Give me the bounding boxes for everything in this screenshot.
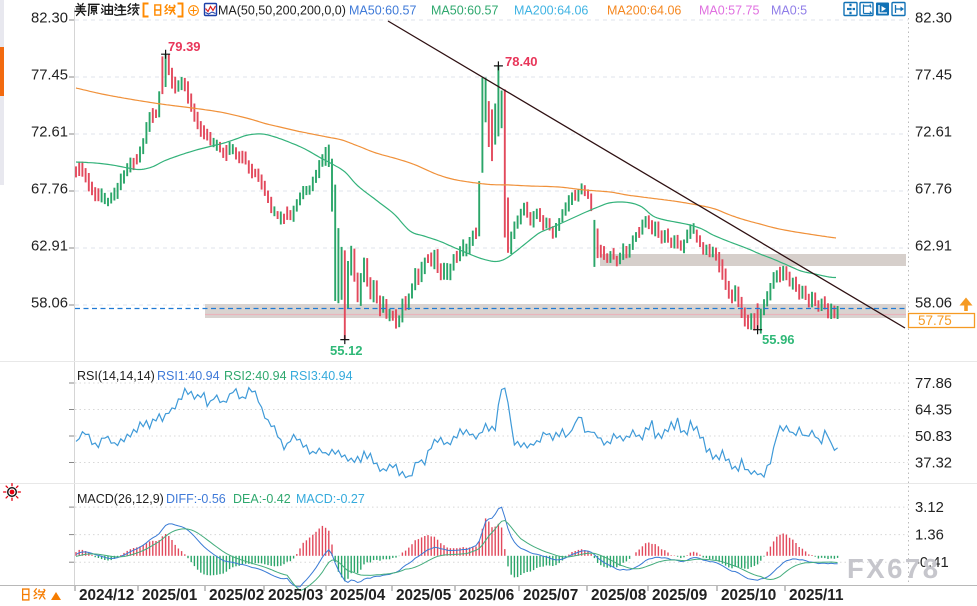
svg-text:DIFF:-0.56: DIFF:-0.56 xyxy=(166,492,226,506)
svg-text:78.40: 78.40 xyxy=(505,54,538,69)
svg-text:MA0:57.75: MA0:57.75 xyxy=(699,4,760,18)
svg-text:FX678: FX678 xyxy=(847,553,941,584)
svg-text:79.39: 79.39 xyxy=(168,39,201,54)
svg-text:2025/08: 2025/08 xyxy=(591,587,647,604)
svg-text:DEA:-0.42: DEA:-0.42 xyxy=(233,492,291,506)
svg-text:MA200:64.06: MA200:64.06 xyxy=(514,4,588,18)
svg-text:RSI(14,14,14): RSI(14,14,14) xyxy=(77,369,155,383)
svg-text:2025/06: 2025/06 xyxy=(459,587,514,604)
svg-text:2025/02: 2025/02 xyxy=(209,587,264,604)
svg-text:RSI3:40.94: RSI3:40.94 xyxy=(290,369,353,383)
svg-text:RSI1:40.94: RSI1:40.94 xyxy=(157,369,220,383)
svg-text:2025/05: 2025/05 xyxy=(396,587,452,604)
svg-text:MACD(26,12,9): MACD(26,12,9) xyxy=(77,492,164,506)
svg-text:82.30: 82.30 xyxy=(31,11,68,27)
svg-text:72.61: 72.61 xyxy=(915,125,952,141)
svg-text:2025/09: 2025/09 xyxy=(652,587,707,604)
svg-text:77.86: 77.86 xyxy=(915,376,952,392)
svg-text:MA200:64.06: MA200:64.06 xyxy=(607,4,681,18)
svg-text:MA(50,50,200,200,0,0): MA(50,50,200,200,0,0) xyxy=(218,4,346,18)
svg-text:MA50:60.57: MA50:60.57 xyxy=(431,4,498,18)
svg-text:RSI2:40.94: RSI2:40.94 xyxy=(224,369,287,383)
svg-text:1.36: 1.36 xyxy=(915,528,944,544)
svg-text:-0.41: -0.41 xyxy=(915,555,949,571)
svg-text:2025/11: 2025/11 xyxy=(789,587,844,604)
svg-text:77.45: 77.45 xyxy=(31,68,68,84)
svg-text:MA0:5: MA0:5 xyxy=(771,4,807,18)
svg-text:MA50:60.57: MA50:60.57 xyxy=(349,4,416,18)
svg-text:2025/04: 2025/04 xyxy=(330,587,386,604)
svg-text:37.32: 37.32 xyxy=(915,456,952,472)
svg-text:67.76: 67.76 xyxy=(31,182,68,198)
svg-text:55.96: 55.96 xyxy=(762,332,795,347)
svg-text:58.06: 58.06 xyxy=(915,296,952,312)
svg-text:MACD:-0.27: MACD:-0.27 xyxy=(296,492,365,506)
svg-text:58.06: 58.06 xyxy=(31,296,68,312)
svg-text:67.76: 67.76 xyxy=(915,182,952,198)
svg-text:82.30: 82.30 xyxy=(915,11,952,27)
svg-text:72.61: 72.61 xyxy=(31,125,68,141)
svg-text:55.12: 55.12 xyxy=(330,343,363,358)
svg-text:3.12: 3.12 xyxy=(915,500,944,516)
svg-text:62.91: 62.91 xyxy=(915,239,952,255)
svg-text:2024/12: 2024/12 xyxy=(79,587,134,604)
svg-text:2025/03: 2025/03 xyxy=(268,587,323,604)
svg-text:77.45: 77.45 xyxy=(915,68,952,84)
svg-text:57.75: 57.75 xyxy=(918,313,952,328)
svg-text:50.83: 50.83 xyxy=(915,429,952,445)
svg-text:2025/07: 2025/07 xyxy=(523,587,578,604)
svg-text:64.35: 64.35 xyxy=(915,403,952,419)
svg-text:62.91: 62.91 xyxy=(31,239,68,255)
svg-text:2025/01: 2025/01 xyxy=(142,587,198,604)
svg-text:2025/10: 2025/10 xyxy=(721,587,776,604)
